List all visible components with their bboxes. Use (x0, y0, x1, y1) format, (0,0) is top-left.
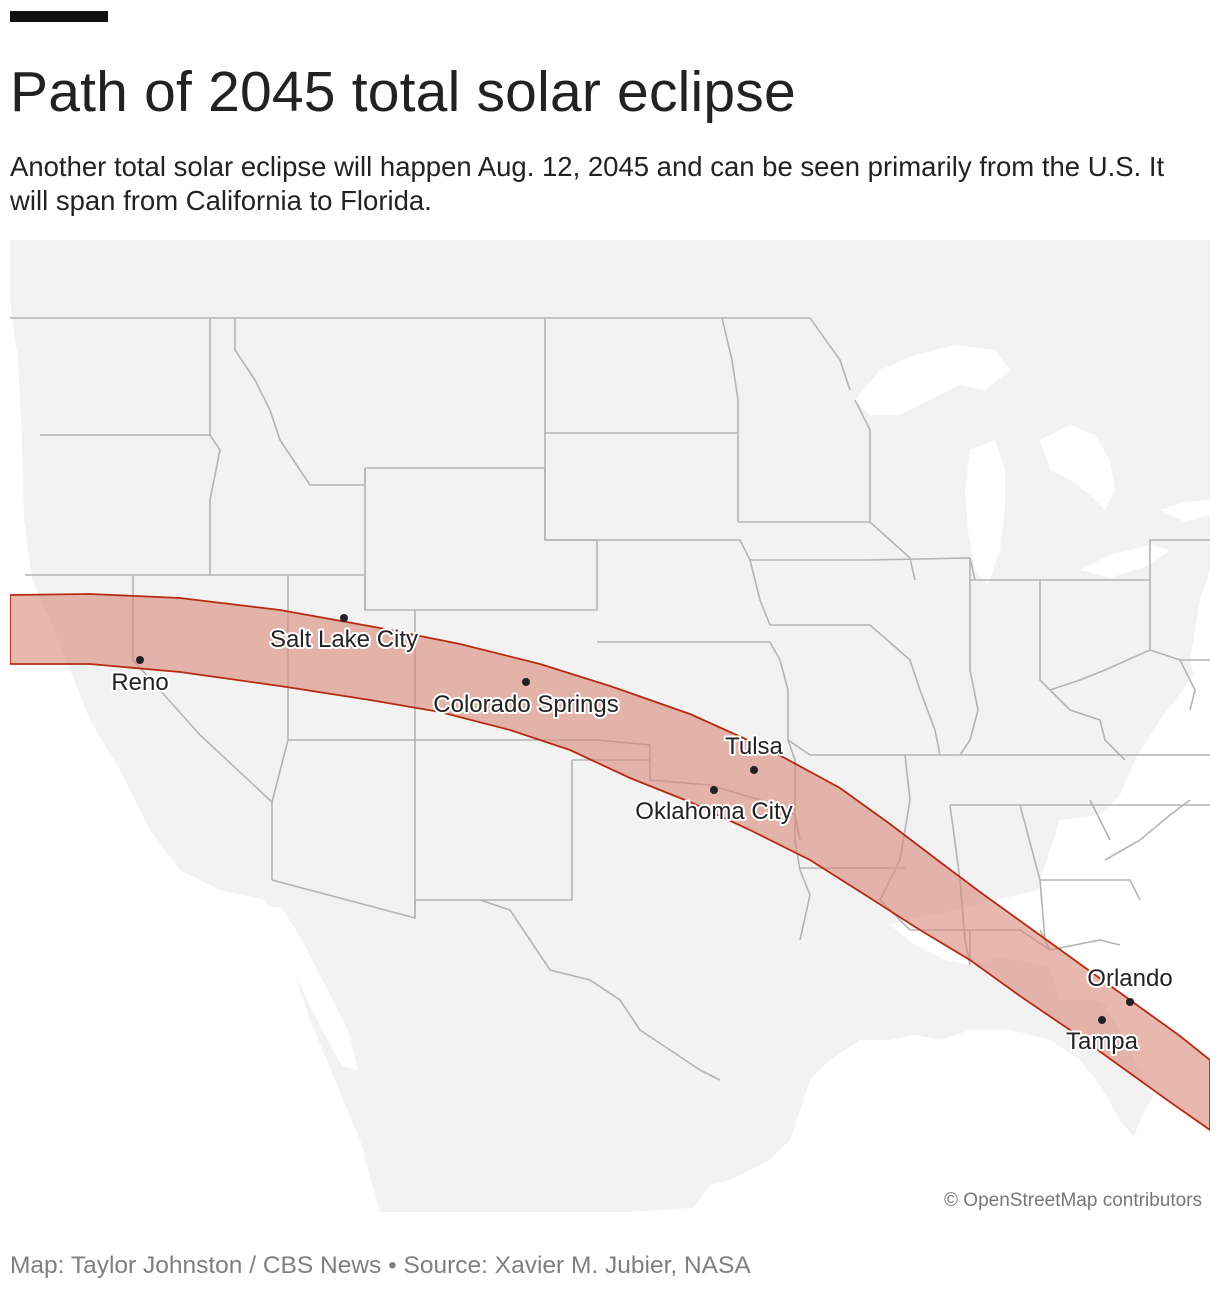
city-dot (1126, 998, 1134, 1006)
city-label: Tulsa (725, 733, 783, 760)
city-dot (710, 786, 718, 794)
gulf-of-california (268, 906, 358, 1070)
header-accent-bar (10, 11, 108, 22)
source-credit: Map: Taylor Johnston / CBS News • Source… (10, 1252, 751, 1279)
page-subtitle: Another total solar eclipse will happen … (10, 151, 1165, 216)
city-reno[interactable]: Reno (109, 656, 171, 698)
city-dot (340, 614, 348, 622)
city-label: Reno (111, 669, 168, 696)
city-dot (136, 656, 144, 664)
lake-erie (1080, 545, 1170, 578)
city-label: Colorado Springs (433, 691, 618, 718)
city-tampa[interactable]: Tampa (1064, 1016, 1141, 1057)
map-attribution[interactable]: © OpenStreetMap contributors (944, 1190, 1202, 1211)
city-dot (750, 766, 758, 774)
city-orlando[interactable]: Orlando (1085, 963, 1175, 1006)
map-canvas: Reno Salt Lake City Colorado Springs Tul… (10, 240, 1210, 1212)
city-label: Orlando (1087, 965, 1172, 992)
city-colorado-springs[interactable]: Colorado Springs (431, 678, 621, 720)
pacific-ocean (10, 300, 380, 1212)
lake-ontario (1160, 500, 1210, 522)
page-title: Path of 2045 total solar eclipse (10, 60, 796, 124)
city-salt-lake-city[interactable]: Salt Lake City (268, 614, 420, 655)
lake-huron (1040, 425, 1115, 510)
lake-superior (855, 345, 1010, 415)
atlantic-ocean (1190, 570, 1210, 760)
city-markers: Reno Salt Lake City Colorado Springs Tul… (109, 614, 1175, 1057)
city-label: Salt Lake City (270, 626, 418, 653)
eclipse-map[interactable]: Reno Salt Lake City Colorado Springs Tul… (10, 240, 1210, 1212)
city-label: Tampa (1066, 1028, 1139, 1055)
gulf-of-mexico (690, 840, 1210, 1212)
city-dot (1098, 1016, 1106, 1024)
city-dot (522, 678, 530, 686)
city-tulsa[interactable]: Tulsa (723, 731, 786, 774)
eclipse-path-band (10, 593, 1210, 1132)
city-oklahoma-city[interactable]: Oklahoma City (633, 786, 795, 827)
city-label: Oklahoma City (635, 798, 792, 825)
lake-michigan (965, 440, 1005, 585)
